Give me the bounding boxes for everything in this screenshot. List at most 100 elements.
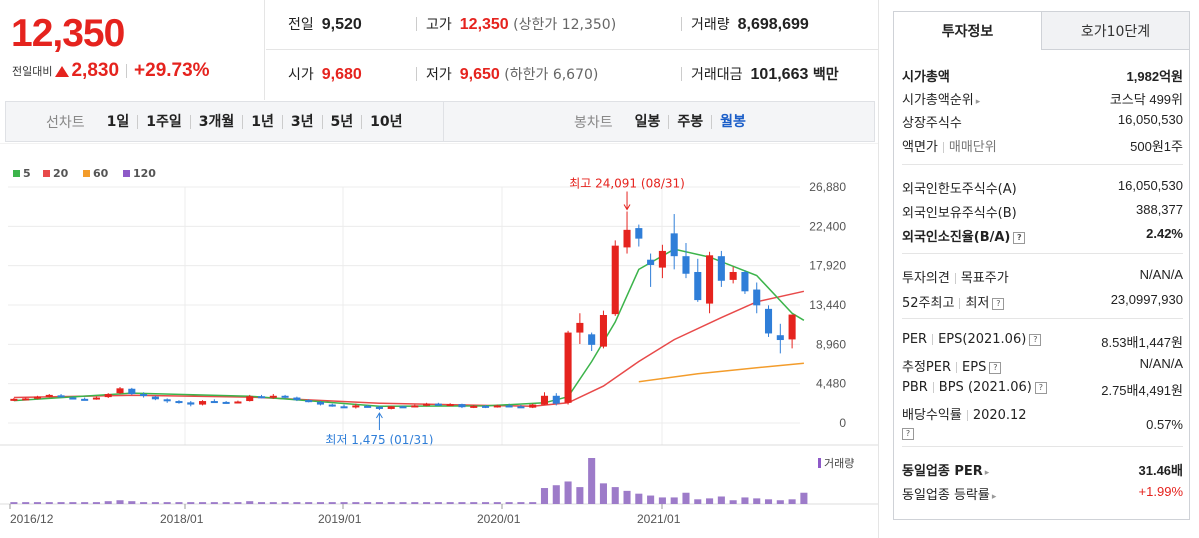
foreign-section: 외국인한도주식수(A) 16,050,530 외국인보유주식수(B) 388,3…	[902, 166, 1183, 254]
candle-body	[741, 271, 749, 292]
industry-rate-value: +1.99%	[1138, 484, 1183, 499]
opinion-label: 투자의견 목표주가	[902, 271, 1009, 286]
candle-body	[92, 397, 100, 400]
candle-body	[647, 259, 655, 265]
ma5-line	[13, 248, 805, 408]
line-chart-title: 선차트	[46, 114, 85, 131]
market-cap-section: 시가총액 1,982억원 시가총액순위 ▸ 코스닥 499위 상장주식수 16,0…	[902, 50, 1183, 165]
volume-bar	[647, 495, 655, 504]
cap-rank-value: 코스닥 499위	[1109, 92, 1183, 107]
volume-bar	[210, 502, 218, 504]
candle-chart-periods: 봉차트 일봉 주봉 월봉	[574, 102, 754, 141]
market-cap-label: 시가총액	[902, 70, 950, 85]
period-1y[interactable]: 1년	[242, 114, 282, 129]
volume-bar	[753, 498, 761, 504]
volume-bar	[399, 502, 407, 504]
candle-body	[69, 397, 77, 400]
help-icon[interactable]: ?	[1029, 333, 1042, 346]
cap-rank-label[interactable]: 시가총액순위 ▸	[902, 93, 981, 108]
volume-bar	[328, 502, 336, 504]
shares-label: 상장주식수	[902, 116, 962, 131]
volume-bar	[658, 497, 666, 504]
divider	[126, 64, 128, 78]
line-chart-periods: 선차트 1일 1주일 3개월 1년 3년 5년 10년	[46, 102, 411, 141]
volume-bar	[588, 458, 596, 504]
volume-bar	[552, 485, 560, 504]
per-value: 8.53배1,447원	[1101, 335, 1183, 350]
y-tick-label: 8,960	[816, 337, 846, 351]
period-3y[interactable]: 3년	[281, 114, 322, 129]
candle-body	[175, 401, 183, 404]
help-icon[interactable]: ?	[989, 361, 1002, 374]
period-1d[interactable]: 1일	[106, 113, 130, 130]
candle-body	[222, 401, 230, 404]
candle-body	[588, 334, 596, 345]
volume-bar	[446, 502, 454, 504]
candle-body	[199, 401, 207, 405]
candle-body	[611, 245, 619, 315]
current-price: 12,350	[11, 12, 125, 55]
volume-bar	[411, 502, 419, 504]
foreign-limit-value: 16,050,530	[1117, 178, 1183, 193]
candle-weekly[interactable]: 주봉	[668, 114, 711, 129]
candle-body	[788, 314, 796, 340]
volume-legend-swatch	[818, 458, 821, 468]
candle-body	[623, 229, 631, 248]
change-amount: 2,830	[71, 60, 120, 81]
period-1w[interactable]: 1주일	[137, 114, 190, 129]
pbr-label: PBR BPS (2021.06)?	[902, 380, 1047, 395]
volume-bar	[375, 502, 383, 504]
tab-order-book[interactable]: 호가10단계	[1042, 11, 1190, 50]
volume-bar	[305, 502, 313, 504]
candle-monthly[interactable]: 월봉	[711, 114, 754, 129]
x-tick-label: 2018/01	[160, 512, 204, 526]
help-icon[interactable]: ?	[992, 297, 1005, 310]
volume-bar	[246, 501, 254, 504]
foreign-ratio-value: 2.42%	[1146, 226, 1183, 241]
industry-rate-label[interactable]: 동일업종 등락률 ▸	[902, 488, 997, 503]
ma60-line	[638, 362, 804, 383]
candlestick-chart: 26,880 22,400 17,920 13,440 8,960 4,480 0 5 20 60…	[0, 143, 878, 526]
par-unit-value: 500원1주	[1130, 139, 1183, 154]
volume-bar	[69, 502, 77, 504]
candle-body	[635, 228, 643, 239]
info-tabs: 투자정보 호가10단계	[893, 11, 1190, 50]
volume-bar	[623, 490, 631, 504]
period-5y[interactable]: 5년	[321, 114, 362, 129]
y-tick-label: 17,920	[809, 259, 846, 273]
volume-bar	[387, 502, 395, 504]
help-icon[interactable]: ?	[1034, 381, 1047, 394]
y-tick-label: 4,480	[816, 377, 846, 391]
candle-body	[128, 388, 136, 395]
high-price: 고가 12,350 (상한가 12,350)	[426, 16, 617, 33]
x-tick-label: 2020/01	[477, 512, 521, 526]
help-icon[interactable]: ?	[1013, 231, 1026, 244]
legend-label: 20	[53, 167, 69, 180]
up-arrow-icon	[55, 65, 70, 77]
candle-body	[540, 395, 549, 405]
par-unit-label: 액면가 매매단위	[902, 140, 997, 155]
industry-per-value: 31.46배	[1138, 463, 1184, 478]
investment-info: 시가총액 1,982억원 시가총액순위 ▸ 코스닥 499위 상장주식수 16,0…	[893, 50, 1190, 520]
volume-bar	[505, 502, 513, 504]
volume-bar	[564, 481, 572, 504]
chevron-right-icon: ▸	[991, 492, 997, 502]
volume-bar	[800, 492, 808, 504]
candle-body	[717, 256, 725, 281]
candle-daily[interactable]: 일봉	[634, 113, 661, 130]
industry-per-label[interactable]: 동일업종 PER ▸	[902, 464, 990, 479]
dividend-help: ?	[902, 426, 914, 441]
volume-bar	[764, 499, 773, 504]
candle-body	[10, 398, 18, 401]
valuation-section: PER EPS(2021.06)? 8.53배1,447원 추정PER EPS? N…	[902, 320, 1183, 447]
candle-body	[81, 398, 89, 401]
volume-bar	[599, 483, 607, 504]
volume-bar	[458, 502, 466, 504]
candle-body	[151, 396, 159, 400]
candle-chart-title: 봉차트	[574, 114, 613, 131]
help-icon[interactable]: ?	[902, 427, 914, 440]
volume-bar	[776, 500, 784, 504]
period-10y[interactable]: 10년	[361, 114, 410, 129]
period-3m[interactable]: 3개월	[189, 114, 243, 129]
tab-investment-info[interactable]: 투자정보	[893, 11, 1042, 50]
